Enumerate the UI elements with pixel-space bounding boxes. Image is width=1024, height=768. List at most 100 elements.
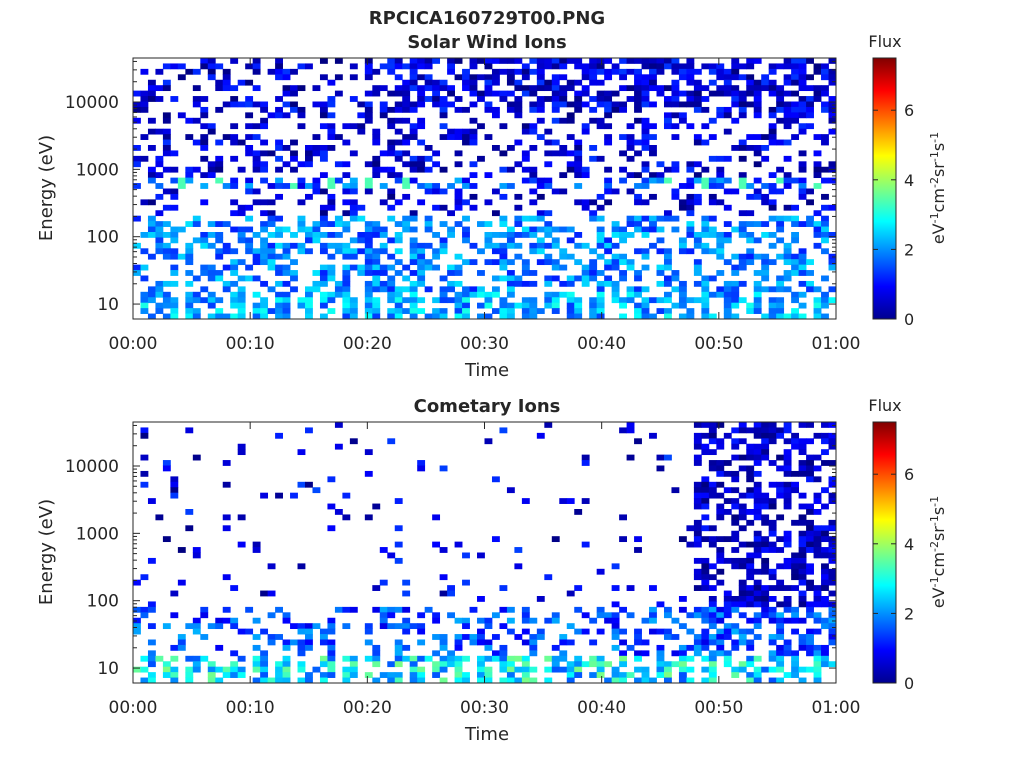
spectrogram-cell — [469, 259, 478, 266]
spectrogram-cell — [432, 79, 441, 86]
spectrogram-cell — [484, 232, 493, 238]
spectrogram-cell — [813, 68, 822, 75]
spectrogram-cell — [761, 79, 770, 86]
spectrogram-cell — [484, 297, 493, 304]
spectrogram-cell — [813, 585, 822, 591]
spectrogram-cell — [753, 449, 762, 456]
spectrogram-cell — [402, 96, 411, 102]
spectrogram-cell — [432, 541, 441, 548]
spectrogram-cell — [574, 172, 583, 179]
spectrogram-cell — [768, 302, 777, 309]
spectrogram-cell — [432, 188, 441, 195]
spectrogram-cell — [327, 291, 336, 298]
spectrogram-cell — [626, 427, 635, 434]
spectrogram-cell — [761, 438, 770, 445]
spectrogram-cell — [477, 302, 485, 309]
spectrogram-cell — [806, 601, 814, 608]
spectrogram-cell — [776, 655, 785, 662]
spectrogram-cell — [678, 297, 687, 304]
spectrogram-cell — [776, 188, 785, 195]
spectrogram-cell — [222, 525, 231, 532]
spectrogram-cell — [372, 297, 381, 304]
spectrogram-cell — [641, 166, 650, 173]
spectrogram-cell — [207, 297, 216, 304]
spectrogram-cell — [723, 650, 732, 657]
spectrogram-cell — [364, 117, 373, 124]
spectrogram-cell — [469, 161, 478, 168]
spectrogram-cells — [133, 58, 836, 319]
spectrogram-cell — [237, 204, 246, 211]
spectrogram-cell — [521, 498, 530, 504]
spectrogram-cell — [746, 639, 755, 646]
spectrogram-cell — [551, 101, 560, 108]
spectrogram-cell — [701, 557, 710, 564]
spectrogram-cell — [731, 644, 740, 651]
spectrogram-cell — [671, 68, 680, 75]
spectrogram-cell — [215, 166, 224, 173]
spectrogram-cell — [716, 253, 725, 260]
spectrogram-cell — [656, 177, 665, 184]
spectrogram-cell — [297, 248, 306, 255]
spectrogram-cell — [821, 563, 829, 570]
spectrogram-cell — [499, 677, 508, 683]
spectrogram-cell — [596, 655, 605, 662]
spectrogram-cell — [342, 291, 351, 298]
spectrogram-cell — [581, 172, 590, 179]
spectrogram-cell — [806, 454, 814, 461]
spectrogram-cell — [649, 193, 657, 200]
spectrogram-cell — [506, 232, 515, 238]
spectrogram-cell — [619, 85, 627, 92]
spectrogram-cell — [342, 677, 351, 683]
spectrogram-cell — [753, 112, 762, 119]
spectrogram-cell — [581, 498, 590, 504]
spectrogram-cell — [424, 655, 433, 662]
spectrogram-cell — [551, 85, 560, 92]
spectrogram-cell — [693, 481, 702, 488]
spectrogram-cell — [753, 221, 762, 227]
spectrogram-cell — [417, 96, 426, 102]
spectrogram-cell — [469, 58, 478, 64]
spectrogram-cell — [798, 574, 807, 581]
spectrogram-cell — [342, 302, 351, 309]
spectrogram-cell — [454, 297, 463, 304]
spectrogram-cell — [230, 183, 239, 189]
spectrogram-cell — [566, 79, 575, 86]
spectrogram-cell — [260, 210, 269, 217]
spectrogram-cell — [230, 666, 239, 673]
spectrogram-cell — [454, 677, 463, 683]
spectrogram-cell — [581, 612, 590, 619]
spectrogram-cell — [708, 313, 717, 319]
spectrogram-cell — [402, 193, 411, 200]
spectrogram-cell — [783, 112, 792, 119]
spectrogram-cell — [506, 79, 515, 86]
spectrogram-cell — [641, 183, 650, 189]
spectrogram-cell — [828, 557, 836, 564]
spectrogram-cell — [671, 215, 680, 222]
spectrogram-cell — [402, 150, 411, 157]
spectrogram-cell — [162, 465, 171, 472]
spectrogram-cell — [776, 465, 785, 472]
spectrogram-cell — [499, 313, 508, 319]
spectrogram-cell — [806, 585, 814, 591]
spectrogram-cell — [484, 101, 493, 108]
spectrogram-cell — [140, 68, 149, 75]
spectrogram-cell — [753, 280, 762, 287]
spectrogram-cell — [611, 297, 620, 304]
spectrogram-cell — [387, 117, 396, 124]
spectrogram-cell — [566, 134, 575, 140]
spectrogram-cell — [379, 242, 388, 249]
spectrogram-cell — [701, 286, 710, 293]
spectrogram-cell — [357, 232, 366, 238]
spectrogram-cell — [319, 634, 328, 640]
spectrogram-cell — [424, 188, 433, 195]
spectrogram-cell — [828, 547, 836, 553]
spectrogram-cell — [783, 650, 792, 657]
spectrogram-cell — [312, 237, 321, 244]
spectrogram-cell — [290, 275, 298, 282]
spectrogram-cell — [462, 291, 470, 298]
spectrogram-cell — [559, 145, 568, 151]
spectrogram-cell — [791, 606, 800, 613]
spectrogram-cell — [499, 308, 508, 314]
spectrogram-cell — [185, 134, 194, 140]
spectrogram-cell — [327, 297, 336, 304]
